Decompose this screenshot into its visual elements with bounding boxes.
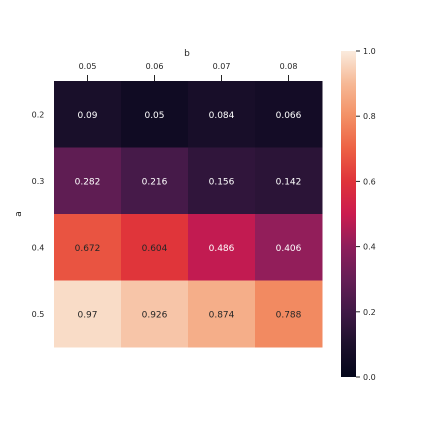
heatmap-cell [121, 280, 189, 348]
cell-label: 0.09 [77, 111, 97, 121]
heatmap-cell [255, 147, 323, 215]
heatmap-cell [255, 280, 323, 348]
y-axis: 0.2 0.3 0.4 0.5 [32, 110, 45, 319]
y-tick-label: 0.2 [32, 110, 45, 119]
colorbar-tick-label: 0.8 [363, 112, 376, 121]
y-tick-label: 0.4 [32, 243, 45, 252]
heatmap-cell [188, 81, 256, 148]
heatmap-cell [188, 214, 256, 281]
heatmap-cell [255, 81, 323, 148]
heatmap-cell [188, 147, 256, 215]
cell-label: 0.926 [142, 310, 168, 320]
heatmap-cell [121, 147, 189, 215]
heatmap-cells [54, 81, 323, 348]
cell-label: 0.05 [144, 111, 164, 121]
cell-label: 0.406 [276, 244, 302, 254]
cell-label: 0.604 [142, 244, 168, 254]
cell-label: 0.672 [75, 244, 101, 254]
x-tick-label: 0.07 [213, 62, 231, 71]
cell-label: 0.486 [209, 244, 235, 254]
x-tick-label: 0.05 [79, 62, 97, 71]
heatmap-cell [188, 280, 256, 348]
cell-annotations: 0.09 0.05 0.084 0.066 0.282 0.216 0.156 0.142 0.… [75, 111, 302, 321]
y-tick-label: 0.5 [32, 310, 45, 319]
cell-label: 0.788 [276, 310, 302, 320]
heatmap-cell [121, 214, 189, 281]
cell-label: 0.156 [209, 177, 235, 187]
cell-label: 0.216 [142, 177, 168, 187]
heatmap-cell [54, 81, 122, 148]
colorbar [341, 51, 356, 377]
heatmap-cell [121, 81, 189, 148]
x-axis: 0.05 0.06 0.07 0.08 [79, 62, 298, 81]
colorbar-tick-label: 1.0 [363, 47, 376, 56]
x-axis-label: b [184, 49, 190, 59]
heatmap-cell [54, 147, 122, 215]
cell-label: 0.97 [77, 310, 97, 320]
cell-label: 0.874 [209, 310, 235, 320]
colorbar-ticks: 0.0 0.2 0.4 0.6 0.8 1.0 [356, 47, 376, 382]
heatmap-cell [54, 214, 122, 281]
colorbar-tick-label: 0.6 [363, 177, 376, 186]
cell-label: 0.282 [75, 177, 101, 187]
heatmap-cell [255, 214, 323, 281]
heatmap-cell [54, 280, 122, 348]
x-tick-label: 0.06 [146, 62, 164, 71]
cell-label: 0.066 [276, 111, 302, 121]
colorbar-tick-label: 0.2 [363, 308, 376, 317]
colorbar-tick-label: 0.4 [363, 243, 376, 252]
y-tick-label: 0.3 [32, 177, 45, 186]
x-tick-label: 0.08 [280, 62, 298, 71]
cell-label: 0.142 [276, 177, 302, 187]
colorbar-tick-label: 0.0 [363, 373, 376, 382]
cell-label: 0.084 [209, 111, 235, 121]
y-axis-label: a [14, 211, 24, 217]
